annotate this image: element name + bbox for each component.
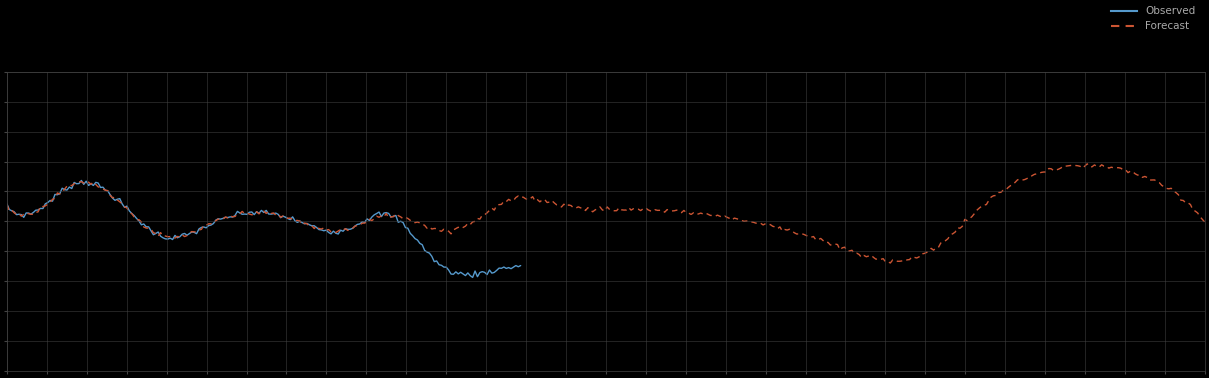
Legend: Observed, Forecast: Observed, Forecast (1106, 2, 1199, 36)
